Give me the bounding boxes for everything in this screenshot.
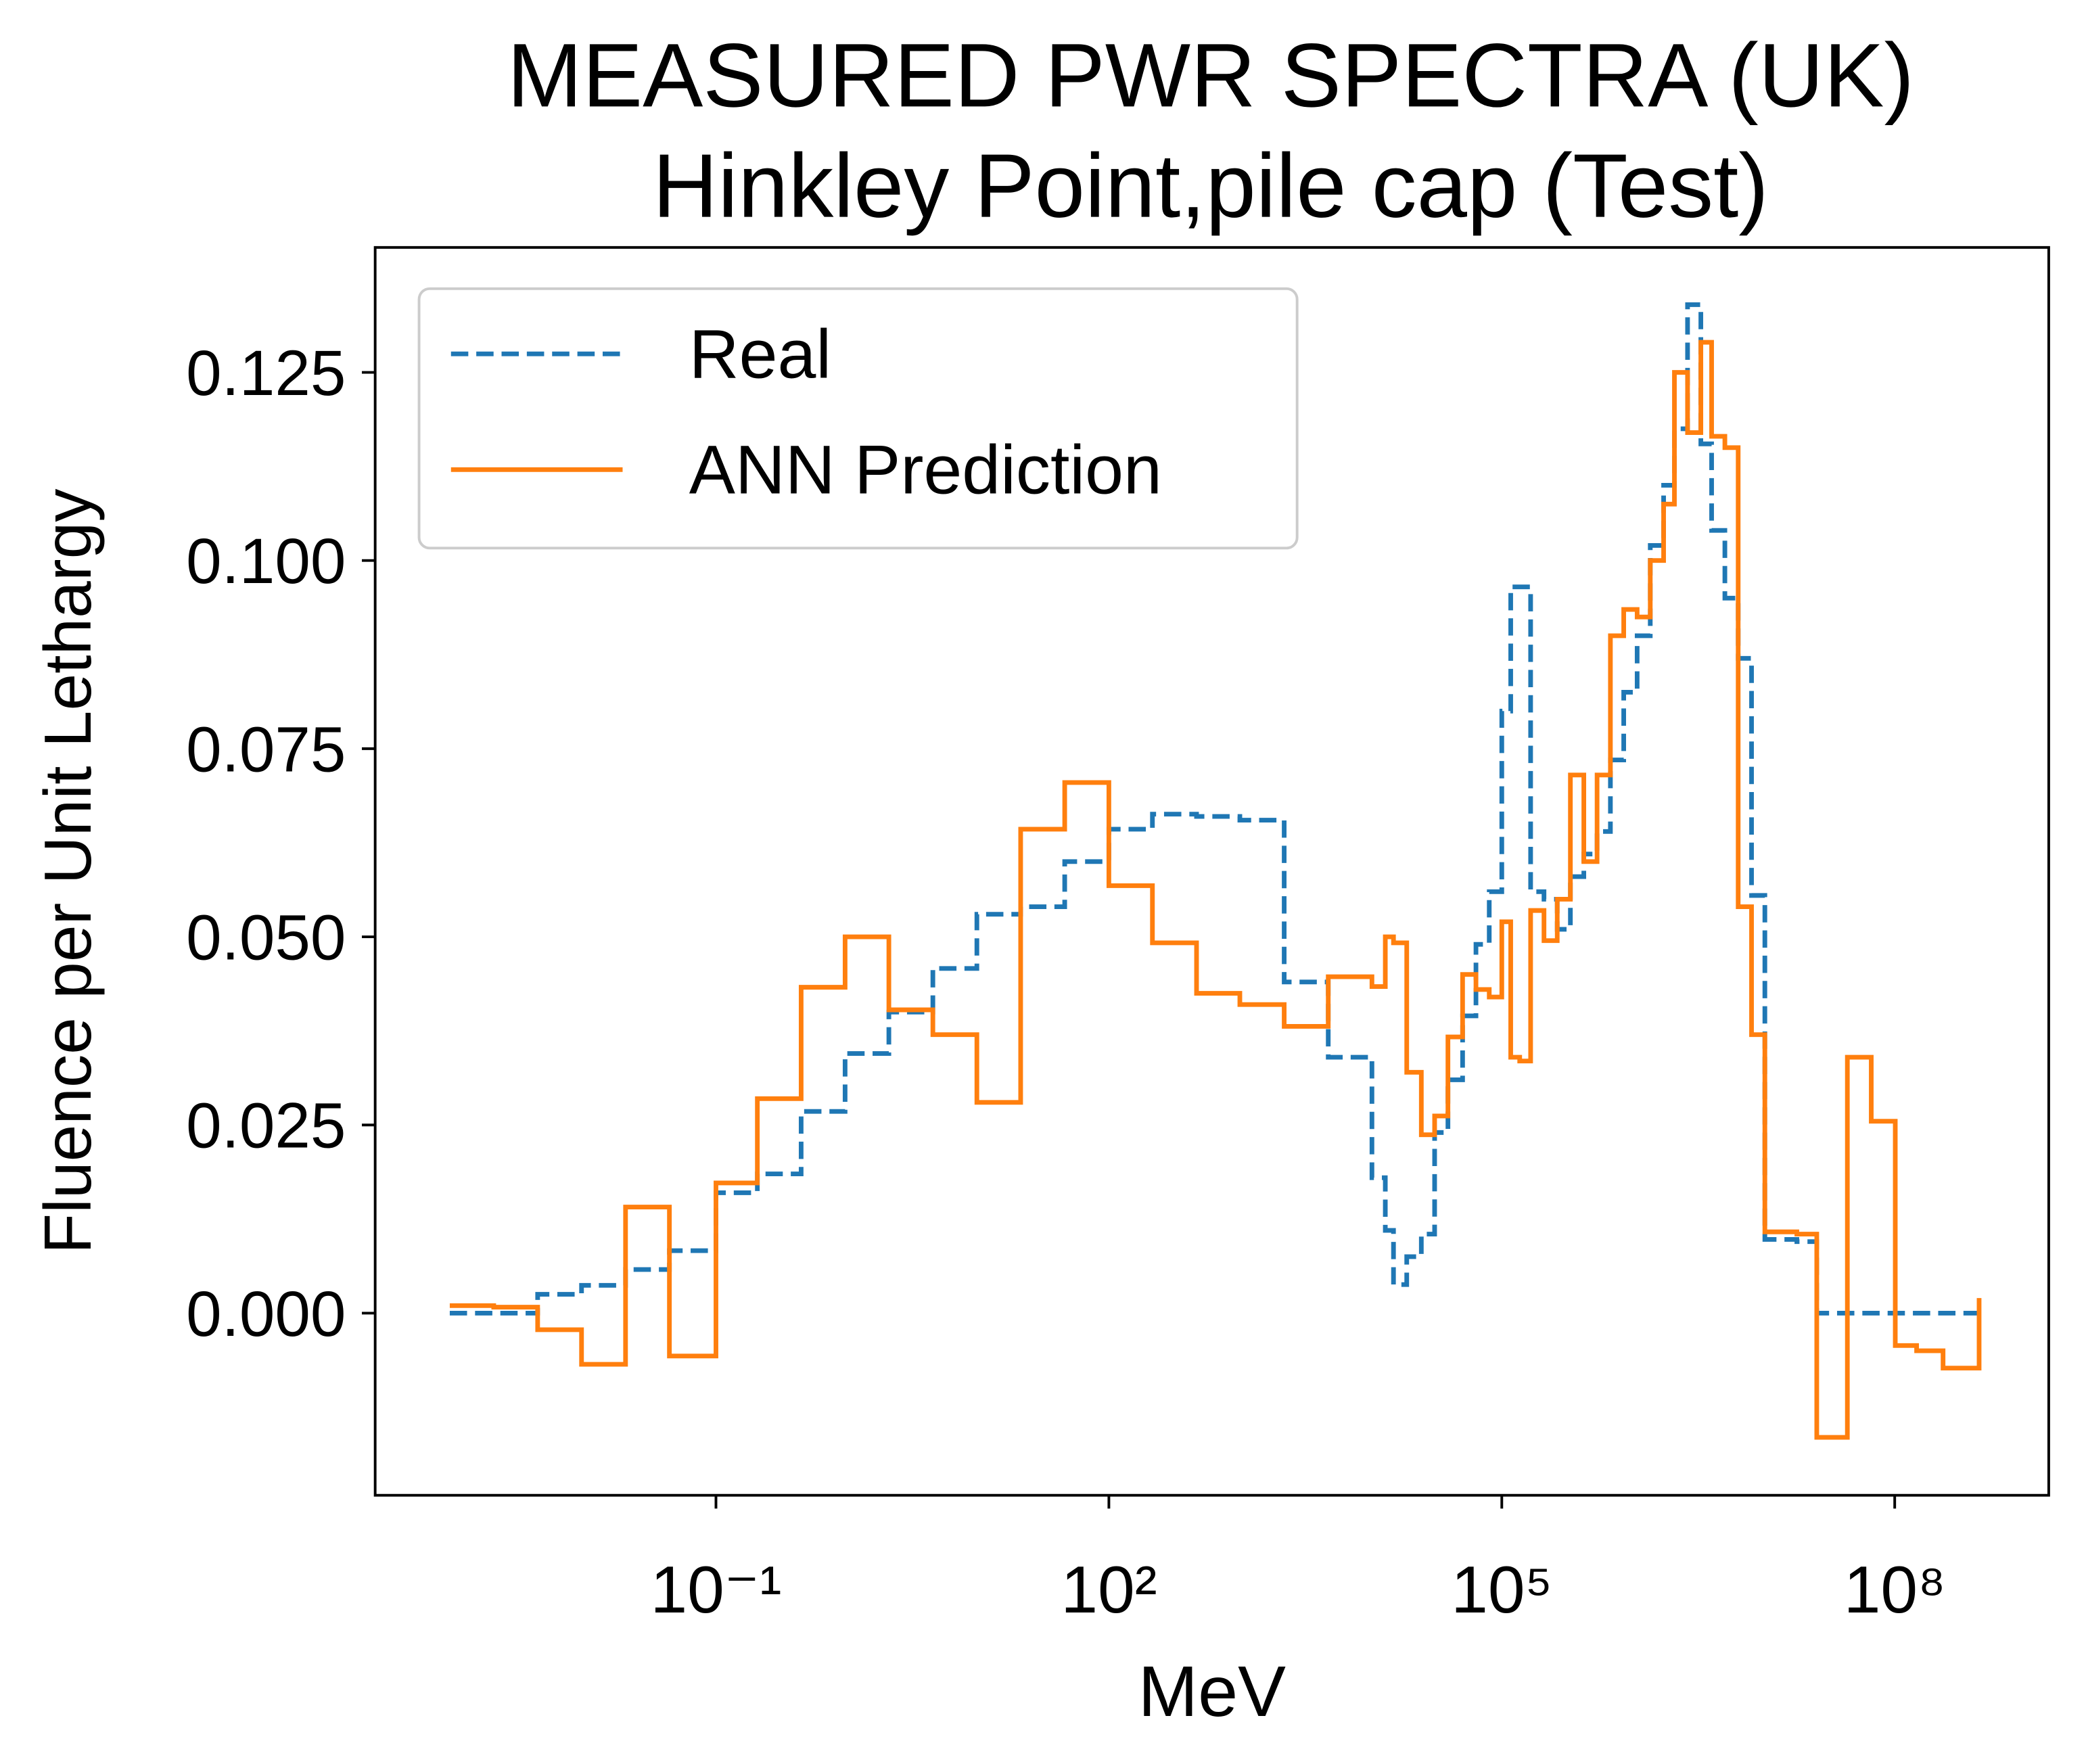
- legend-label: Real: [689, 315, 831, 393]
- y-tick-label: 0.025: [186, 1091, 346, 1162]
- series-line: [449, 340, 1982, 1440]
- series-line: [449, 302, 1979, 1316]
- legend-label: ANN Prediction: [689, 431, 1162, 509]
- legend-box: [417, 287, 1299, 550]
- y-tick-label: 0.050: [186, 903, 346, 974]
- x-axis-label: MeV: [1138, 1651, 1287, 1732]
- chart-title: MEASURED PWR SPECTRA (UK): [507, 25, 1915, 126]
- y-axis-label: Fluence per Unit Lethargy: [30, 489, 105, 1254]
- y-tick-label: 0.000: [186, 1279, 346, 1350]
- y-tick-label: 0.125: [186, 338, 346, 409]
- x-tick-label: 10⁸: [1844, 1552, 1946, 1627]
- x-tick-label: 10⁵: [1451, 1552, 1552, 1627]
- plot-frame: [373, 246, 2050, 1497]
- chart-subtitle: Hinkley Point,pile cap (Test): [653, 136, 1769, 237]
- y-tick-label: 0.075: [186, 714, 346, 785]
- x-tick-label: 10⁻¹: [650, 1552, 781, 1627]
- y-tick-label: 0.100: [186, 526, 346, 597]
- x-tick-label: 10²: [1061, 1552, 1157, 1627]
